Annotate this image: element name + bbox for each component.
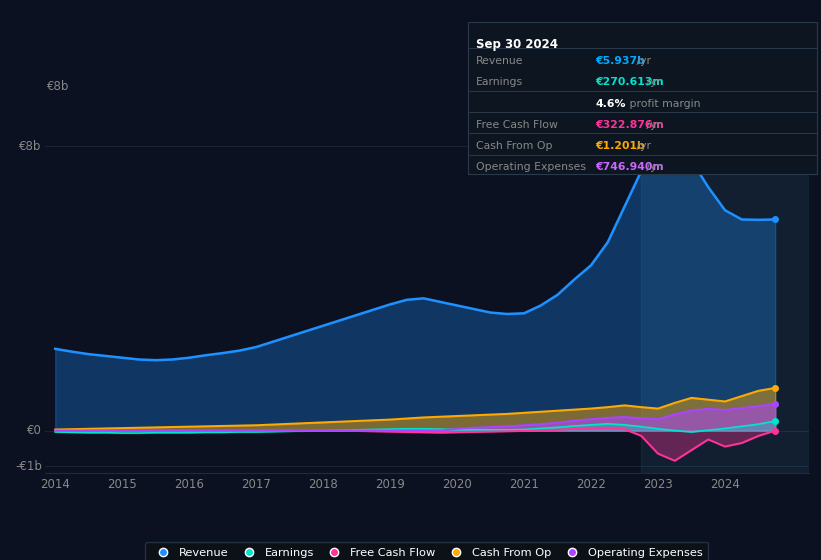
Text: €8b: €8b: [20, 140, 42, 153]
Text: Revenue: Revenue: [476, 56, 524, 66]
Text: Operating Expenses: Operating Expenses: [476, 162, 586, 172]
Text: /yr: /yr: [632, 141, 650, 151]
Text: /yr: /yr: [644, 77, 661, 87]
Text: Cash From Op: Cash From Op: [476, 141, 553, 151]
Text: /yr: /yr: [644, 120, 661, 130]
Bar: [641, 104, 809, 473]
Text: €1.201b: €1.201b: [595, 141, 645, 151]
Text: Earnings: Earnings: [476, 77, 523, 87]
Text: €8b: €8b: [47, 80, 69, 92]
Text: €270.613m: €270.613m: [595, 77, 664, 87]
Text: €5.937b: €5.937b: [595, 56, 645, 66]
Text: /yr: /yr: [632, 56, 650, 66]
Text: €0: €0: [27, 424, 42, 437]
Text: Sep 30 2024: Sep 30 2024: [476, 38, 558, 50]
Text: -€1b: -€1b: [15, 460, 42, 473]
Text: profit margin: profit margin: [626, 99, 701, 109]
Text: /yr: /yr: [644, 162, 661, 172]
Text: €746.940m: €746.940m: [595, 162, 664, 172]
Text: €322.876m: €322.876m: [595, 120, 664, 130]
Text: Free Cash Flow: Free Cash Flow: [476, 120, 558, 130]
Text: 4.6%: 4.6%: [595, 99, 626, 109]
Legend: Revenue, Earnings, Free Cash Flow, Cash From Op, Operating Expenses: Revenue, Earnings, Free Cash Flow, Cash …: [145, 542, 709, 560]
